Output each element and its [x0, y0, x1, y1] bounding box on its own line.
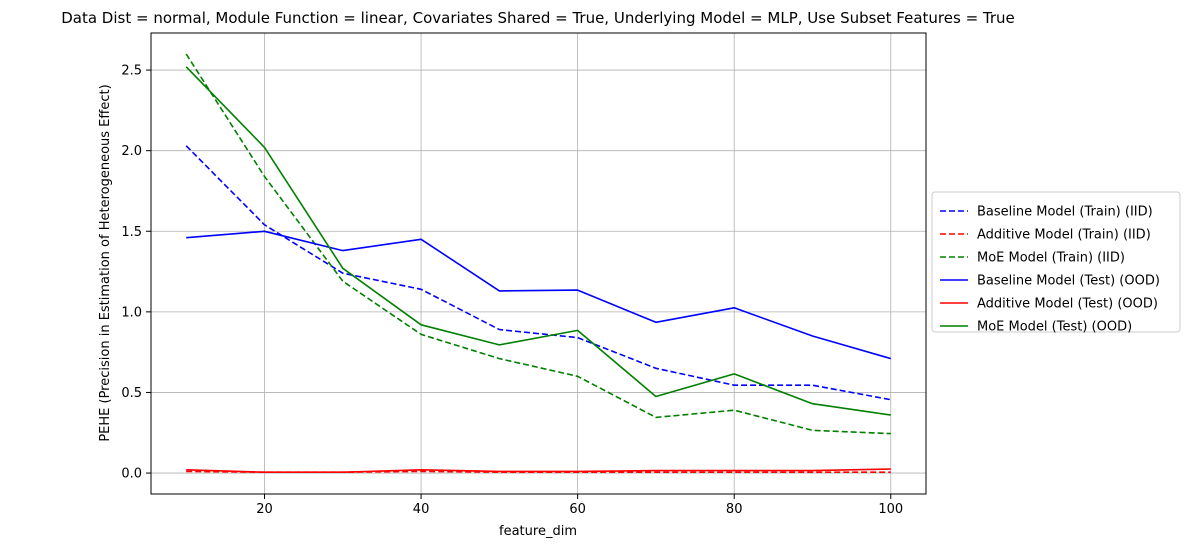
series-line-additive-model-test-ood: [186, 468, 891, 474]
legend-entry-label: MoE Model (Train) (IID): [977, 251, 1125, 266]
x-tick-label: 20: [256, 502, 273, 517]
series-lines: [185, 53, 892, 474]
chart-title: Data Dist = normal, Module Function = li…: [61, 9, 1015, 27]
x-tick-label: 100: [878, 502, 903, 517]
y-axis-label: PEHE (Precision in Estimation of Heterog…: [98, 84, 113, 441]
legend-entry-label: Baseline Model (Train) (IID): [977, 205, 1153, 220]
grid-lines: [151, 33, 926, 494]
series-line-baseline-model-train-iid: [185, 145, 891, 401]
series-line-baseline-model-test-ood: [186, 230, 892, 360]
legend-entry-label: MoE Model (Test) (OOD): [977, 320, 1132, 335]
y-tick-label: 2.5: [121, 64, 142, 79]
x-tick-label: 40: [413, 502, 430, 517]
legend-entry-label: Baseline Model (Test) (OOD): [977, 274, 1160, 289]
legend: Baseline Model (Train) (IID) Additive Mod…: [931, 191, 1181, 335]
x-tick-label: 60: [569, 502, 586, 517]
series-line-moe-model-train-iid: [185, 53, 891, 435]
y-tick-label: 0.5: [121, 386, 142, 401]
y-tick-label: 1.5: [121, 225, 142, 240]
legend-entry-label: Additive Model (Test) (OOD): [977, 297, 1158, 312]
legend-entry-label: Additive Model (Train) (IID): [977, 228, 1151, 243]
x-tick-label: 80: [726, 502, 743, 517]
y-tick-label: 2.0: [121, 144, 142, 159]
legend-box: [931, 191, 1181, 333]
x-axis-label: feature_dim: [499, 524, 577, 539]
y-tick-label: 0.0: [121, 467, 142, 482]
plot-frame: [150, 32, 927, 495]
series-line-moe-model-test-ood: [185, 66, 891, 416]
axis-ticks: 20 40 60 80 100 0.0 0.5 1.0 1.5 2.0 2.5: [121, 64, 903, 517]
y-tick-label: 1.0: [121, 305, 142, 320]
